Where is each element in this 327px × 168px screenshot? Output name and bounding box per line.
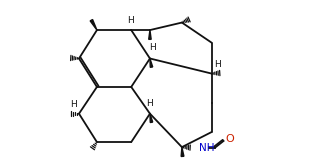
Polygon shape: [149, 30, 151, 39]
Text: H: H: [214, 60, 221, 69]
Polygon shape: [181, 147, 184, 156]
Text: H: H: [70, 100, 77, 109]
Text: H: H: [149, 43, 156, 52]
Polygon shape: [150, 58, 153, 67]
Text: H: H: [146, 98, 153, 108]
Polygon shape: [150, 114, 153, 122]
Text: NH: NH: [199, 143, 215, 153]
Text: H: H: [128, 15, 134, 25]
Polygon shape: [90, 19, 97, 30]
Text: O: O: [226, 134, 234, 144]
